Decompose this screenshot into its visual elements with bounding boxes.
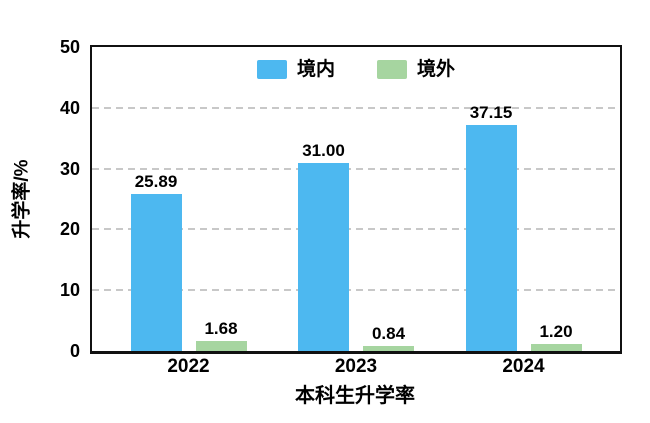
value-label-domestic-2023: 31.00: [302, 140, 345, 160]
gridline-40: [92, 106, 620, 109]
y-tick-10: 10: [59, 280, 80, 301]
legend: 境内 境外: [92, 60, 620, 79]
bar-domestic-2022: [130, 193, 182, 351]
x-tick-2022: 2022: [167, 356, 210, 377]
gridline-30: [92, 167, 620, 170]
value-label-overseas-2022: 1.68: [204, 318, 238, 338]
y-tick-0: 0: [69, 341, 80, 361]
value-label-overseas-2023: 0.84: [371, 323, 406, 343]
x-tick-2024: 2024: [502, 356, 545, 377]
bar-overseas-2023: [363, 345, 414, 351]
legend-swatch-icon: [256, 60, 287, 79]
y-tick-20: 20: [59, 219, 80, 240]
legend-item-domestic: 境内: [256, 59, 335, 80]
bar-domestic-2023: [298, 162, 349, 351]
x-axis-title: 本科生升学率: [295, 385, 415, 407]
y-tick-40: 40: [59, 97, 80, 118]
legend-swatch-icon: [377, 60, 407, 79]
legend-label: 境外: [417, 59, 456, 80]
bar-overseas-2022: [195, 340, 247, 351]
gridline-20: [92, 228, 620, 231]
bar-overseas-2024: [530, 343, 582, 351]
legend-item-overseas: 境外: [377, 60, 455, 79]
bar-domestic-2024: [465, 125, 517, 351]
y-tick-50: 50: [59, 37, 80, 57]
x-tick-2023: 2023: [334, 356, 378, 377]
gridline-10: [92, 289, 620, 292]
value-label-domestic-2024: 37.15: [469, 103, 513, 123]
value-label-overseas-2024: 1.20: [539, 321, 573, 341]
value-label-domestic-2022: 25.89: [134, 171, 178, 191]
legend-label: 境内: [296, 59, 335, 80]
y-tick-30: 30: [59, 158, 80, 179]
plot-area: 25.89 31.00 37.15 1.68 0.84 1.20 境内 境外: [90, 45, 622, 354]
